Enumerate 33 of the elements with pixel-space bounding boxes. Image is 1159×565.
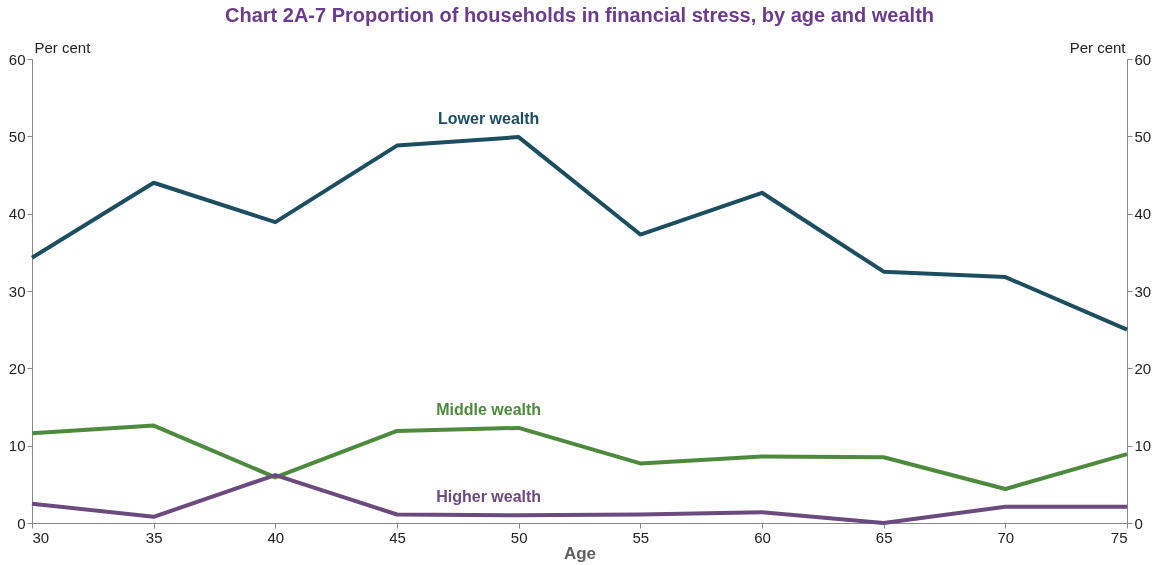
y2-tick-label: 60 (1134, 50, 1152, 68)
x-tick-label: 55 (632, 528, 650, 546)
x-axis-title: Age (563, 543, 597, 563)
x-tick-label: 45 (389, 528, 406, 546)
y-tick-label: 20 (8, 359, 26, 377)
y-axis-title: Per cent (34, 38, 92, 56)
x-tick-label: 50 (510, 528, 528, 546)
y-tick-label: 10 (8, 437, 26, 455)
y2-tick-label: 40 (1134, 205, 1152, 223)
y-tick-label: 50 (8, 127, 26, 145)
y-tick-label: 30 (8, 282, 26, 300)
series-label: Higher wealth (436, 488, 542, 506)
y2-tick-label: 50 (1134, 127, 1152, 145)
series-label: Lower wealth (437, 110, 540, 128)
x-tick-label: 40 (267, 528, 285, 546)
line-series (30, 135, 1129, 332)
x-tick-label: 70 (997, 528, 1015, 546)
x-tick-label: 30 (32, 528, 50, 546)
x-tick-label: 75 (1110, 528, 1128, 546)
chart-title: Chart 2A-7 Proportion of households in financial stress, by age and wealth (224, 4, 935, 26)
x-tick-label: 35 (145, 528, 163, 546)
series-label: Middle wealth (436, 400, 542, 418)
x-tick-label: 60 (754, 528, 771, 546)
line-series (30, 423, 1129, 491)
y2-axis-title: Per cent (1069, 38, 1127, 56)
y-tick-label: 40 (8, 205, 26, 223)
y-tick-label: 60 (8, 50, 26, 68)
y-tick-label: 0 (17, 514, 26, 532)
y2-tick-label: 20 (1134, 359, 1152, 377)
y2-tick-label: 0 (1134, 514, 1143, 532)
x-tick-label: 65 (875, 528, 893, 546)
y2-tick-label: 30 (1134, 282, 1152, 300)
y2-tick-label: 10 (1134, 437, 1152, 455)
